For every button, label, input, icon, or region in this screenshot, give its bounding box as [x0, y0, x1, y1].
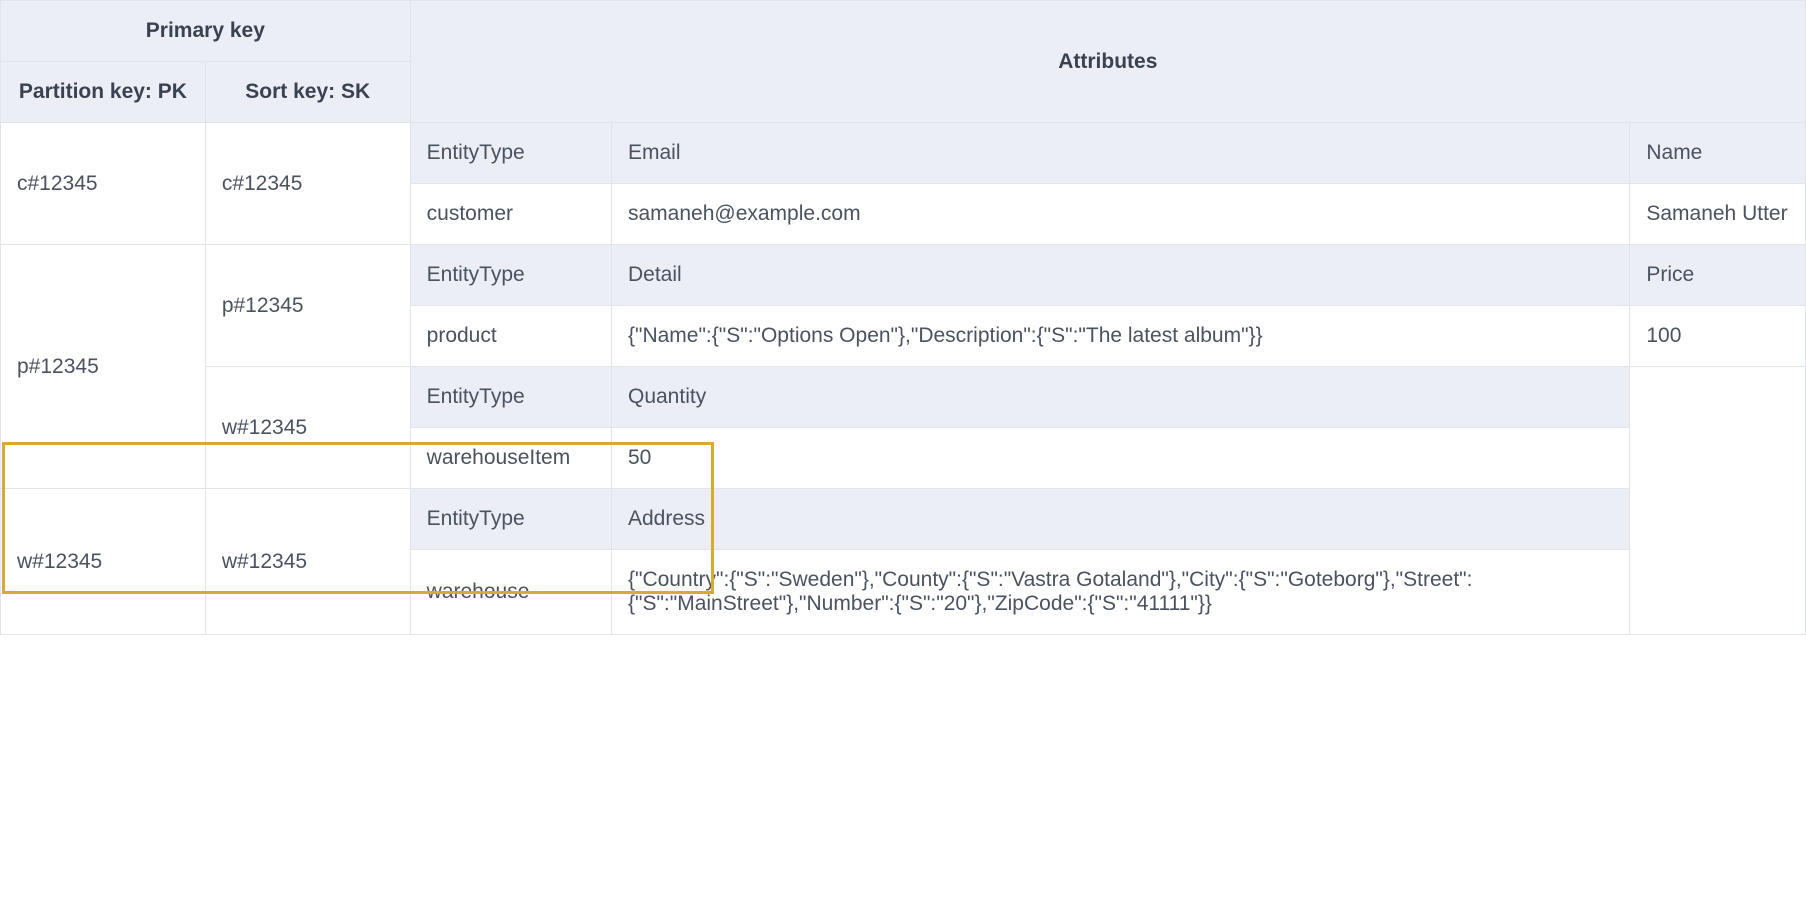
attr-value-cell: {"Name":{"S":"Options Open"},"Descriptio…: [611, 306, 1629, 367]
attr-value-cell: product: [410, 306, 611, 367]
partition-key-header: Partition key: PK: [1, 62, 206, 123]
attr-value-cell: warehouse: [410, 550, 611, 635]
attributes-header: Attributes: [410, 1, 1805, 123]
attr-header-cell: Address: [611, 489, 1629, 550]
attr-header-cell: Quantity: [611, 367, 1629, 428]
attr-header-cell: EntityType: [410, 245, 611, 306]
pk-cell: w#12345: [1, 489, 206, 635]
attr-value-cell: 50: [611, 428, 1629, 489]
attr-value-cell: warehouseItem: [410, 428, 611, 489]
attr-header-cell: Detail: [611, 245, 1629, 306]
dynamodb-table-diagram: Primary key Attributes Partition key: PK…: [0, 0, 1806, 635]
attr-value-cell: Samaneh Utter: [1630, 184, 1806, 245]
primary-key-header: Primary key: [1, 1, 411, 62]
pk-cell: p#12345: [1, 245, 206, 489]
sort-key-header: Sort key: SK: [205, 62, 410, 123]
attr-value-cell: {"Country":{"S":"Sweden"},"County":{"S":…: [611, 550, 1629, 635]
pk-cell: c#12345: [1, 123, 206, 245]
attr-header-cell: Name: [1630, 123, 1806, 184]
attr-header-cell: Price: [1630, 245, 1806, 306]
data-table: Primary key Attributes Partition key: PK…: [0, 0, 1806, 635]
sk-cell: c#12345: [205, 123, 410, 245]
attr-header-cell: EntityType: [410, 489, 611, 550]
attr-empty-cell: [1630, 367, 1806, 635]
sk-cell: w#12345: [205, 489, 410, 635]
attr-value-cell: 100: [1630, 306, 1806, 367]
attr-header-cell: Email: [611, 123, 1629, 184]
attr-value-cell: customer: [410, 184, 611, 245]
attr-header-cell: EntityType: [410, 123, 611, 184]
attr-value-cell: samaneh@example.com: [611, 184, 1629, 245]
sk-cell: w#12345: [205, 367, 410, 489]
attr-header-cell: EntityType: [410, 367, 611, 428]
sk-cell: p#12345: [205, 245, 410, 367]
